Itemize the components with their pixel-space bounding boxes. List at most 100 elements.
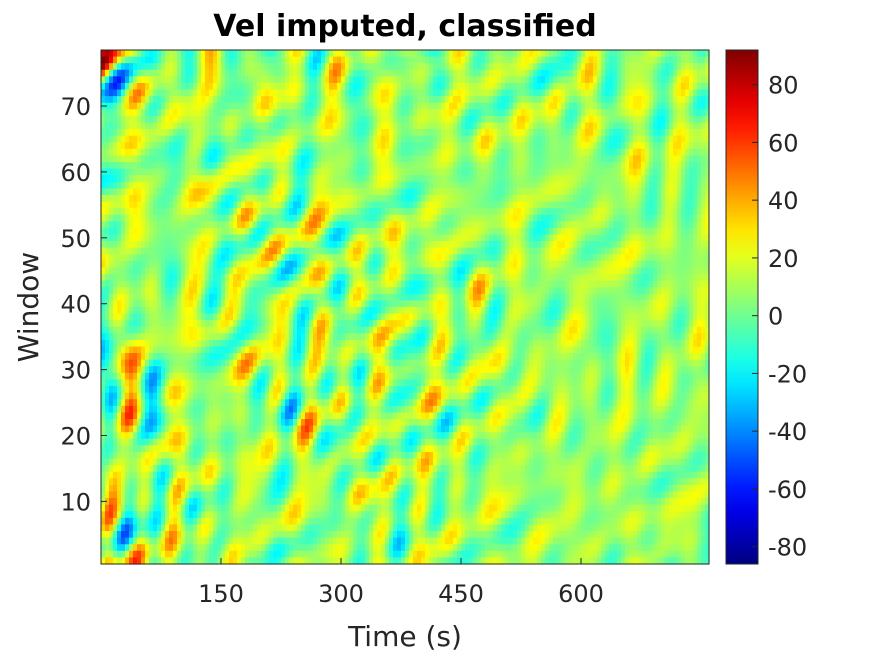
- heatmap-cell: [441, 260, 446, 269]
- heatmap-cell: [569, 260, 574, 269]
- heatmap-cell: [345, 89, 350, 97]
- heatmap-cell: [581, 135, 586, 143]
- heatmap-cell: [253, 254, 258, 262]
- heatmap-cell: [573, 188, 578, 196]
- heatmap-cell: [413, 122, 418, 130]
- heatmap-cell: [229, 241, 234, 249]
- heatmap-cell: [365, 260, 370, 269]
- heatmap-cell: [541, 162, 546, 170]
- heatmap-cell: [441, 254, 446, 262]
- heatmap-cell: [293, 234, 298, 242]
- heatmap-cell: [425, 168, 430, 176]
- heatmap-cell: [325, 76, 330, 84]
- heatmap-cell: [421, 155, 426, 163]
- heatmap-cell: [437, 56, 442, 64]
- heatmap-cell: [461, 56, 466, 64]
- heatmap-cell: [681, 194, 686, 203]
- heatmap-cell: [557, 155, 562, 163]
- heatmap-cell: [549, 96, 554, 104]
- heatmap-cell: [689, 254, 694, 262]
- heatmap-cell: [533, 175, 538, 183]
- heatmap-cell: [113, 221, 118, 229]
- heatmap-cell: [605, 96, 610, 104]
- heatmap-cell: [345, 148, 350, 157]
- heatmap-cell: [161, 109, 166, 117]
- heatmap-cell: [145, 260, 150, 269]
- heatmap-cell: [129, 109, 134, 117]
- heatmap-cell: [201, 155, 206, 163]
- heatmap-cell: [481, 129, 486, 137]
- heatmap-cell: [573, 175, 578, 183]
- heatmap-cell: [577, 69, 582, 77]
- heatmap-cell: [249, 175, 254, 183]
- heatmap-cell: [649, 234, 654, 242]
- heatmap-cell: [325, 102, 330, 110]
- heatmap-cell: [153, 148, 158, 157]
- heatmap-cell: [313, 142, 318, 150]
- heatmap-cell: [305, 155, 310, 163]
- heatmap-cell: [585, 234, 590, 242]
- heatmap-cell: [309, 89, 314, 97]
- heatmap-cell: [113, 234, 118, 242]
- heatmap-cell: [293, 115, 298, 124]
- heatmap-cell: [309, 208, 314, 216]
- heatmap-cell: [261, 56, 266, 64]
- heatmap-cell: [653, 214, 658, 222]
- heatmap-cell: [117, 214, 122, 222]
- heatmap-cell: [381, 175, 386, 183]
- heatmap-cell: [621, 129, 626, 137]
- heatmap-cell: [521, 63, 526, 71]
- heatmap-cell: [693, 234, 698, 242]
- heatmap-cell: [529, 201, 534, 209]
- heatmap-cell: [181, 214, 186, 222]
- heatmap-cell: [629, 148, 634, 157]
- heatmap-cell: [325, 82, 330, 91]
- heatmap-cell: [345, 135, 350, 143]
- heatmap-cell: [369, 129, 374, 137]
- heatmap-cell: [557, 247, 562, 255]
- heatmap-cell: [265, 175, 270, 183]
- heatmap-cell: [541, 260, 546, 269]
- heatmap-cell: [485, 208, 490, 216]
- heatmap-cell: [397, 254, 402, 262]
- heatmap-cell: [313, 109, 318, 117]
- heatmap-cell: [249, 148, 254, 157]
- heatmap-cell: [469, 76, 474, 84]
- heatmap-cell: [321, 162, 326, 170]
- heatmap-cell: [525, 247, 530, 255]
- heatmap-cell: [509, 63, 514, 71]
- heatmap-cell: [705, 194, 710, 203]
- heatmap-cell: [389, 56, 394, 64]
- heatmap-cell: [109, 168, 114, 176]
- heatmap-cell: [553, 168, 558, 176]
- heatmap-cell: [153, 155, 158, 163]
- heatmap-cell: [237, 214, 242, 222]
- heatmap-cell: [125, 188, 130, 196]
- heatmap-cell: [309, 76, 314, 84]
- heatmap-cell: [429, 56, 434, 64]
- heatmap-cell: [501, 109, 506, 117]
- heatmap-cell: [173, 208, 178, 216]
- heatmap-cell: [341, 221, 346, 229]
- heatmap-cell: [417, 247, 422, 255]
- heatmap-cell: [533, 135, 538, 143]
- heatmap-cell: [197, 221, 202, 229]
- heatmap-cell: [653, 63, 658, 71]
- heatmap-cell: [373, 69, 378, 77]
- heatmap-cell: [169, 76, 174, 84]
- heatmap-cell: [217, 115, 222, 124]
- heatmap-cell: [337, 102, 342, 110]
- heatmap-cell: [409, 56, 414, 64]
- heatmap-cell: [581, 221, 586, 229]
- heatmap-cell: [433, 241, 438, 249]
- heatmap-cell: [689, 56, 694, 64]
- heatmap-cell: [153, 63, 158, 71]
- heatmap-cell: [437, 227, 442, 236]
- heatmap-cell: [445, 194, 450, 203]
- heatmap-cell: [673, 188, 678, 196]
- heatmap-cell: [133, 227, 138, 236]
- heatmap-cell: [221, 102, 226, 110]
- heatmap-cell: [189, 135, 194, 143]
- heatmap-cell: [689, 102, 694, 110]
- heatmap-cell: [357, 181, 362, 189]
